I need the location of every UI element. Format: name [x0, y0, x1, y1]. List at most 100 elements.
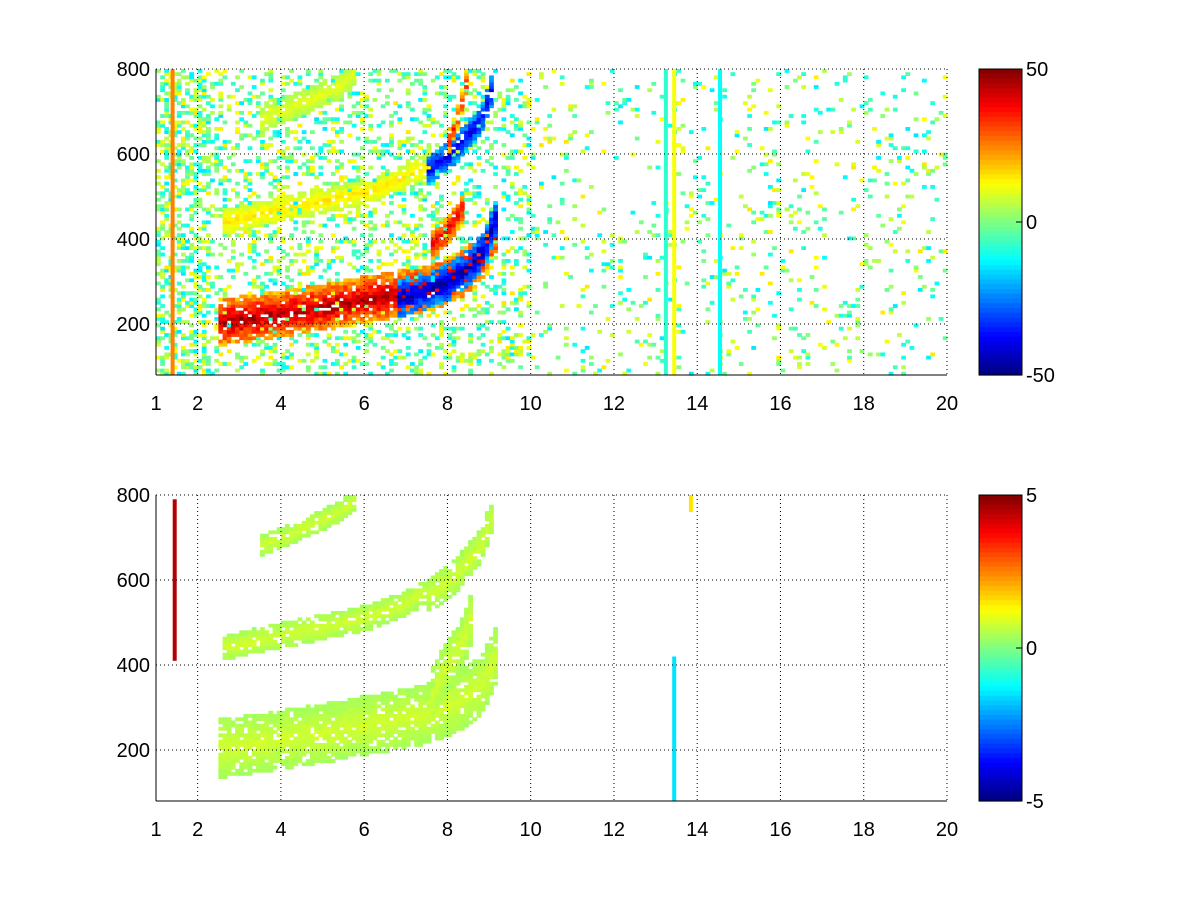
colorbar-swatch: [979, 121, 1022, 127]
heatmap-cell: [201, 323, 207, 328]
heatmap-cell: [247, 643, 253, 648]
heatmap-cell: [459, 88, 465, 93]
heatmap-cell: [476, 69, 482, 73]
heatmap-cell: [301, 271, 307, 276]
heatmap-cell: [185, 136, 190, 141]
heatmap-cell: [255, 636, 261, 641]
heatmap-cell: [156, 181, 161, 186]
heatmap-cell: [260, 765, 265, 770]
heatmap-cell: [676, 365, 682, 370]
heatmap-cell: [280, 98, 286, 102]
heatmap-cell: [176, 297, 182, 302]
heatmap-cell: [547, 139, 553, 144]
heatmap-cell: [247, 333, 253, 337]
heatmap-cell: [239, 304, 245, 308]
heatmap-cell: [355, 185, 361, 189]
heatmap-cell: [360, 213, 365, 218]
heatmap-cell: [260, 749, 265, 754]
heatmap-cell: [859, 104, 865, 109]
heatmap-cell: [584, 133, 590, 138]
heatmap-cell: [339, 284, 344, 289]
heatmap-cell: [410, 185, 415, 189]
heatmap-cell: [318, 104, 324, 109]
heatmap-cell: [251, 284, 257, 289]
heatmap-cell: [426, 249, 432, 254]
heatmap-cell: [293, 304, 299, 308]
heatmap-cell: [622, 98, 628, 102]
heatmap-cell: [243, 739, 249, 744]
heatmap-cell: [405, 162, 411, 167]
heatmap-cell: [414, 78, 419, 83]
heatmap-cell: [255, 749, 261, 754]
heatmap-cell: [851, 197, 856, 202]
heatmap-cell: [305, 533, 311, 538]
heatmap-cell: [285, 736, 290, 741]
heatmap-cell: [268, 355, 274, 360]
heatmap-cell: [272, 159, 278, 164]
heatmap-cell: [447, 168, 453, 173]
heatmap-cell: [247, 188, 253, 193]
heatmap-cell: [863, 188, 869, 193]
heatmap-cell: [368, 326, 374, 331]
heatmap-cell: [464, 146, 469, 151]
heatmap-cell: [197, 239, 203, 244]
heatmap-cell: [164, 110, 170, 115]
heatmap-cell: [251, 768, 257, 773]
heatmap-cell: [480, 139, 486, 144]
heatmap-cell: [201, 371, 207, 376]
heatmap-cell: [176, 162, 182, 167]
heatmap-cell: [164, 217, 170, 222]
heatmap-cell: [410, 265, 415, 270]
heatmap-cell: [430, 246, 436, 251]
heatmap-cell: [243, 743, 249, 747]
heatmap-cell: [439, 333, 444, 337]
heatmap-cell: [355, 201, 361, 205]
heatmap-cell: [222, 646, 228, 651]
heatmap-cell: [734, 346, 740, 350]
heatmap-cell: [389, 297, 394, 302]
heatmap-cell: [360, 252, 365, 257]
heatmap-cell: [164, 233, 170, 238]
heatmap-cell: [459, 268, 465, 273]
heatmap-cell: [414, 162, 419, 167]
heatmap-cell: [255, 297, 261, 302]
heatmap-cell: [218, 765, 224, 770]
heatmap-cell: [176, 149, 182, 154]
heatmap-cell: [272, 281, 278, 286]
heatmap-cell: [410, 278, 415, 283]
heatmap-cell: [518, 188, 523, 193]
heatmap-cell: [301, 620, 307, 625]
heatmap-cell: [318, 284, 324, 289]
heatmap-cell: [285, 291, 290, 296]
heatmap-cell: [676, 69, 682, 73]
heatmap-cell: [393, 178, 399, 183]
heatmap-cell: [505, 94, 511, 99]
heatmap-cell: [201, 329, 207, 334]
heatmap-cell: [443, 226, 449, 231]
heatmap-cell: [268, 633, 274, 638]
heatmap-cell: [351, 355, 357, 360]
heatmap-cell: [638, 304, 644, 308]
heatmap-cell: [509, 213, 515, 218]
heatmap-cell: [434, 210, 440, 215]
heatmap-cell: [310, 739, 315, 744]
heatmap-cell: [239, 333, 245, 337]
heatmap-cell: [339, 139, 344, 144]
heatmap-cell: [322, 191, 328, 196]
heatmap-cell: [355, 110, 361, 115]
heatmap-cell: [380, 346, 386, 350]
heatmap-cell: [285, 717, 290, 722]
heatmap-cell: [389, 275, 394, 279]
heatmap-cell: [476, 304, 482, 308]
heatmap-cell: [385, 275, 390, 279]
heatmap-cell: [738, 236, 744, 241]
heatmap-cell: [509, 185, 515, 189]
heatmap-cell: [297, 246, 303, 251]
heatmap-cell: [251, 743, 257, 747]
heatmap-cell: [260, 288, 265, 292]
heatmap-cell: [201, 188, 207, 193]
heatmap-cell: [389, 358, 394, 363]
heatmap-cell: [285, 252, 290, 257]
heatmap-cell: [580, 349, 586, 354]
heatmap-cell: [243, 762, 249, 767]
